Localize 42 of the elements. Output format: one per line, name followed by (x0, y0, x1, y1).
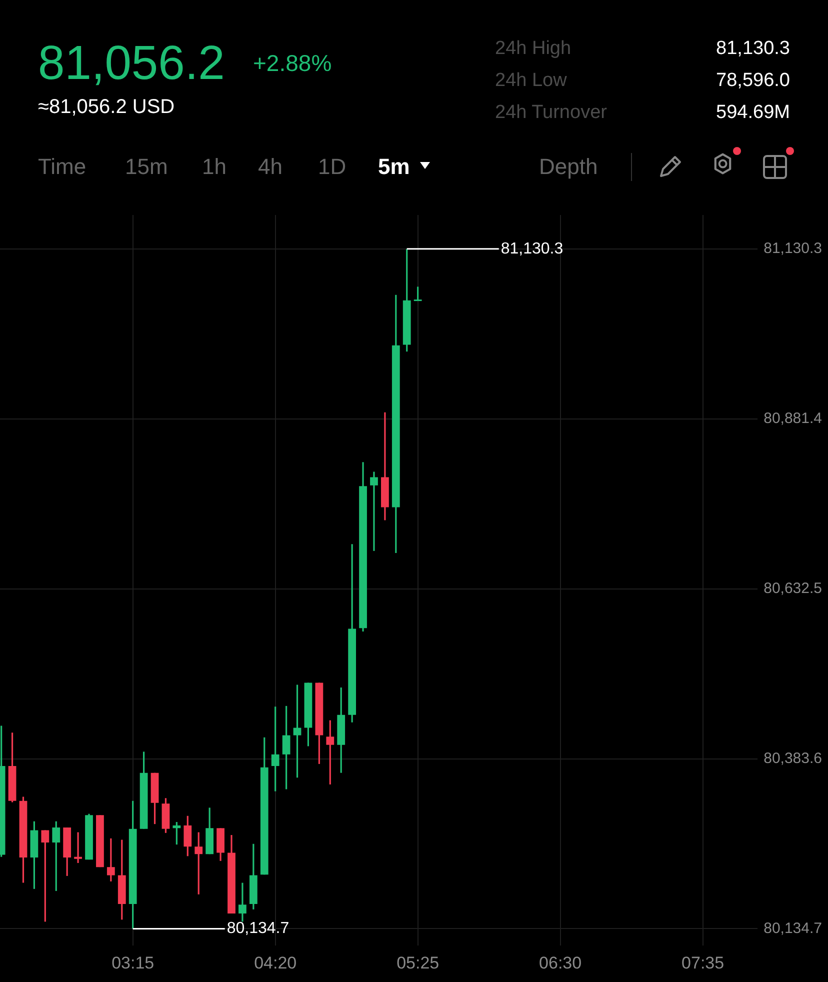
candlestick (106, 838, 115, 882)
annotation: 81,130.3 (500, 240, 564, 258)
candlestick (293, 684, 302, 778)
candlestick (238, 882, 246, 922)
x-tick-label: 04:20 (254, 953, 297, 972)
text: Time (38, 154, 86, 180)
chart-subtitle: ≈81,056.2 USD (38, 96, 175, 119)
y-tick-label: 81,130.3 (764, 240, 822, 258)
candlestick (326, 719, 334, 786)
candlestick (414, 286, 422, 302)
text: 78,596.0 (716, 70, 790, 92)
y-tick-label: 80,383.6 (764, 750, 822, 767)
text: Depth (539, 154, 598, 180)
candlestick (282, 705, 290, 790)
text: 24h Low (495, 70, 567, 92)
candlestick (74, 831, 82, 864)
x-tick-label: 05:25 (396, 953, 440, 972)
text: 24h High (495, 38, 572, 60)
chart-title: 81,056.2 (38, 36, 225, 91)
x-tick-label: 07:35 (682, 953, 724, 972)
candlestick (194, 831, 203, 896)
x-tick-label: 06:30 (539, 953, 582, 972)
text: 81,130.3 (716, 38, 790, 60)
candlestick (172, 821, 181, 846)
y-tick-label: 80,632.5 (764, 580, 822, 597)
y-tick-label: 80,881.4 (764, 410, 822, 428)
candlestick (52, 820, 60, 892)
text: 24h Turnover (495, 102, 607, 124)
text: 1D (318, 154, 346, 180)
text: 4h (258, 154, 282, 180)
candlestick (41, 829, 50, 922)
annotation: 80,134.7 (226, 920, 290, 938)
y-tick-label: 80,134.7 (764, 920, 822, 937)
candlestick (271, 706, 280, 792)
x-tick-label: 03:15 (112, 953, 154, 972)
candlestick (370, 470, 378, 552)
text: 1h (202, 154, 226, 180)
text: +2.88% (253, 50, 332, 77)
text: 594.69M (716, 102, 790, 124)
candlestick (184, 815, 192, 857)
text: 15m (125, 154, 168, 180)
text: 5m (378, 154, 410, 180)
